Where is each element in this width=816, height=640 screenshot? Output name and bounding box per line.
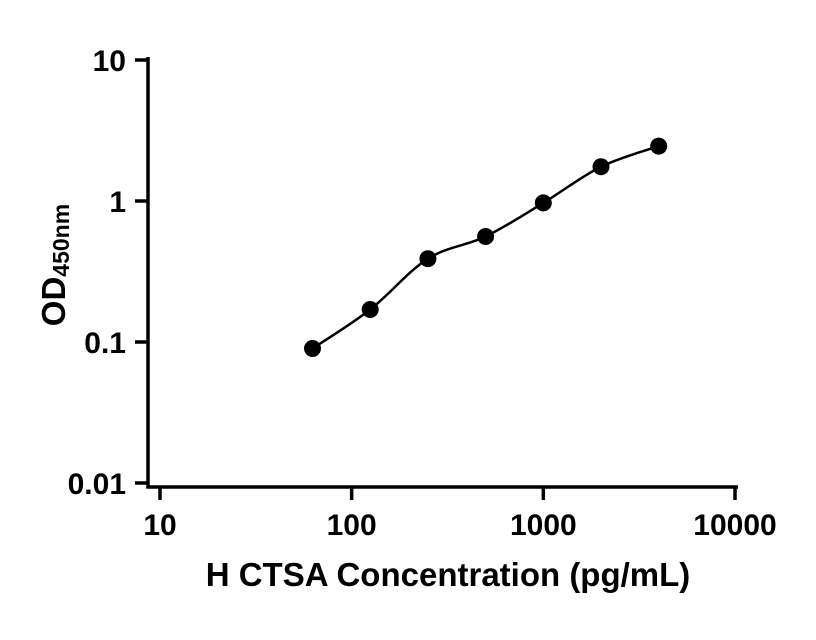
chart-ticks: 10 1 0.1 0.01 10 100 1000 10000 <box>68 45 777 542</box>
axis-lines <box>146 57 738 489</box>
data-point <box>650 137 668 155</box>
x-axis-title: H CTSA Concentration (pg/mL) <box>205 556 691 593</box>
x-tick-label: 100 <box>327 509 377 542</box>
y-axis-title-main: OD <box>35 276 72 327</box>
data-point <box>419 250 437 268</box>
y-tick-label: 1 <box>109 186 126 219</box>
x-tick-label: 10 <box>143 509 176 542</box>
chart-curve <box>311 144 660 350</box>
data-point <box>534 194 552 212</box>
data-point <box>592 158 610 176</box>
chart-axes <box>146 57 738 489</box>
y-axis-title: OD450nm <box>35 204 75 326</box>
x-tick-label: 10000 <box>693 509 776 542</box>
y-tick-label: 0.1 <box>84 327 126 360</box>
data-point <box>304 340 321 357</box>
fit-curve <box>311 144 660 350</box>
data-point <box>361 301 379 318</box>
y-axis-title-subscript: 450nm <box>48 203 74 277</box>
y-tick-label: 0.01 <box>68 468 126 501</box>
data-point <box>477 228 495 245</box>
y-tick-label: 10 <box>93 45 126 78</box>
x-tick-label: 1000 <box>510 509 577 542</box>
chart-points <box>304 137 668 357</box>
